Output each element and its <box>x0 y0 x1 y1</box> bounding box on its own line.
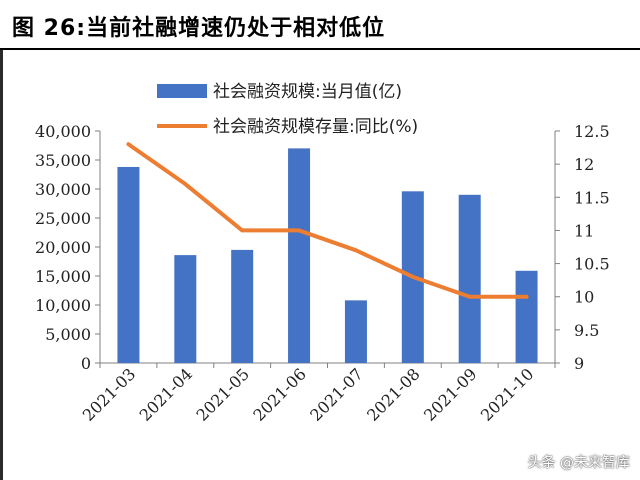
watermark: 头条 @未来智库 <box>527 455 630 471</box>
bar-series <box>117 148 538 363</box>
axes <box>99 131 556 364</box>
line-path <box>126 142 529 299</box>
bar <box>288 148 311 363</box>
left-axis-ticks: 0 5,000 10,000 15,000 20,000 25,000 30,000 35,0… <box>35 122 100 373</box>
figure-title: 图 26:当前社融增速仍处于相对低位 <box>12 16 386 41</box>
bar <box>515 270 538 363</box>
left-axis-tick-label: 0 <box>81 354 91 373</box>
right-axis-tick-label: 12 <box>574 155 594 174</box>
x-axis-tick-label: 2021-03 <box>79 364 139 424</box>
legend-line-label: 社会融资规模存量:同比(%) <box>213 117 418 137</box>
bar <box>117 166 140 363</box>
left-axis-tick-label: 5,000 <box>45 325 91 344</box>
right-axis-tick-label: 9.5 <box>574 321 599 340</box>
left-border <box>0 50 3 480</box>
bar <box>231 249 254 363</box>
x-axis-tick-label: 2021-10 <box>477 364 537 424</box>
right-axis-ticks: 9 9.5 10 10.5 11 11.5 12 12.5 <box>555 122 610 373</box>
x-axis-tick-label: 2021-08 <box>363 364 423 424</box>
right-axis-tick-label: 10 <box>574 288 594 307</box>
left-axis-tick-label: 30,000 <box>35 180 91 199</box>
right-axis-tick-label: 11.5 <box>574 188 610 207</box>
x-axis-ticks: 2021-032021-042021-052021-062021-072021-… <box>79 363 556 425</box>
x-axis-tick-label: 2021-07 <box>306 364 366 424</box>
legend: 社会融资规模:当月值(亿) 社会融资规模存量:同比(%) <box>157 82 418 137</box>
x-axis-tick-label: 2021-05 <box>193 364 253 424</box>
left-axis-tick-label: 15,000 <box>35 267 91 286</box>
left-axis-tick-label: 10,000 <box>35 296 91 315</box>
line-series <box>126 142 529 299</box>
left-axis-tick-label: 35,000 <box>35 151 91 170</box>
legend-bar-swatch <box>157 84 207 98</box>
title-bar: 图 26:当前社融增速仍处于相对低位 <box>0 0 640 50</box>
right-axis-tick-label: 11 <box>574 221 594 240</box>
left-axis-tick-label: 25,000 <box>35 209 91 228</box>
right-axis-tick-label: 9 <box>574 354 584 373</box>
left-axis-tick-label: 20,000 <box>35 238 91 257</box>
right-axis-tick-label: 10.5 <box>574 255 610 274</box>
x-axis-tick-label: 2021-04 <box>136 364 196 424</box>
x-axis-tick-label: 2021-06 <box>249 364 309 424</box>
left-axis-tick-label: 40,000 <box>35 122 91 141</box>
bar <box>174 255 197 363</box>
title-divider <box>0 48 640 50</box>
bar <box>344 300 367 363</box>
x-axis-tick-label: 2021-09 <box>420 364 480 424</box>
legend-bar-label: 社会融资规模:当月值(亿) <box>213 82 402 102</box>
right-axis-tick-label: 12.5 <box>574 122 610 141</box>
bar <box>458 194 481 363</box>
